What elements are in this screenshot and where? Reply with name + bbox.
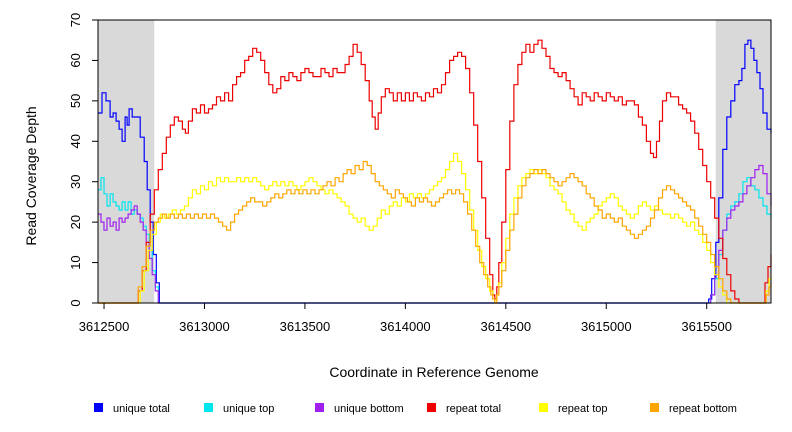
x-tick-label: 3615000 xyxy=(581,319,632,334)
x-tick-label: 3613000 xyxy=(179,319,230,334)
x-tick-label: 3612500 xyxy=(79,319,130,334)
shaded-regions xyxy=(98,20,771,303)
series-line-repeat-total xyxy=(98,39,772,304)
y-tick-label: 10 xyxy=(68,255,83,269)
y-tick-label: 30 xyxy=(68,174,83,188)
series-line-unique-top xyxy=(98,177,772,304)
x-tick-label: 3614500 xyxy=(481,319,532,334)
legend-label: repeat top xyxy=(558,403,608,415)
legend-label: unique bottom xyxy=(334,403,404,415)
x-axis-title: Coordinate in Reference Genome xyxy=(329,364,539,380)
series-line-unique-bottom xyxy=(98,164,772,304)
x-tick-label: 3615500 xyxy=(681,319,732,334)
legend-label: unique top xyxy=(223,403,274,415)
y-tick-label: 50 xyxy=(68,94,83,108)
y-tick-label: 70 xyxy=(68,13,83,27)
legend-label: repeat bottom xyxy=(669,403,737,415)
y-tick-label: 20 xyxy=(68,215,83,229)
series-lines xyxy=(98,39,772,304)
legend-swatch xyxy=(94,403,103,412)
legend-swatch xyxy=(427,403,436,412)
series-line-repeat-bottom xyxy=(98,160,772,304)
y-tick-label: 0 xyxy=(68,299,83,306)
legend-item-repeat-bottom: repeat bottom xyxy=(650,403,737,415)
legend-item-unique-total: unique total xyxy=(94,403,170,415)
x-tick-label: 3614000 xyxy=(380,319,431,334)
legend-item-repeat-total: repeat total xyxy=(427,403,501,415)
y-axis: 0 10 20 30 40 50 60 70 xyxy=(68,13,98,307)
y-tick-label: 60 xyxy=(68,53,83,67)
legend-swatch xyxy=(539,403,548,412)
x-tick-label: 3613500 xyxy=(280,319,331,334)
legend-swatch xyxy=(650,403,659,412)
legend-item-unique-top: unique top xyxy=(204,403,274,415)
legend-label: repeat total xyxy=(446,403,501,415)
legend: unique total unique top unique bottom repea… xyxy=(94,403,737,415)
legend-item-repeat-top: repeat top xyxy=(539,403,608,415)
x-axis: 3612500 3613000 3613500 3614000 3614500 36150… xyxy=(79,303,732,334)
plot-frame xyxy=(97,19,772,304)
legend-item-unique-bottom: unique bottom xyxy=(315,403,404,415)
series-line-unique-total xyxy=(98,39,772,304)
legend-swatch xyxy=(204,403,213,412)
y-axis-title: Read Coverage Depth xyxy=(23,106,39,245)
series-line-repeat-top xyxy=(98,152,772,304)
y-tick-label: 40 xyxy=(68,134,83,148)
legend-swatch xyxy=(315,403,324,412)
legend-label: unique total xyxy=(113,403,170,415)
shaded-region-2 xyxy=(715,20,771,303)
